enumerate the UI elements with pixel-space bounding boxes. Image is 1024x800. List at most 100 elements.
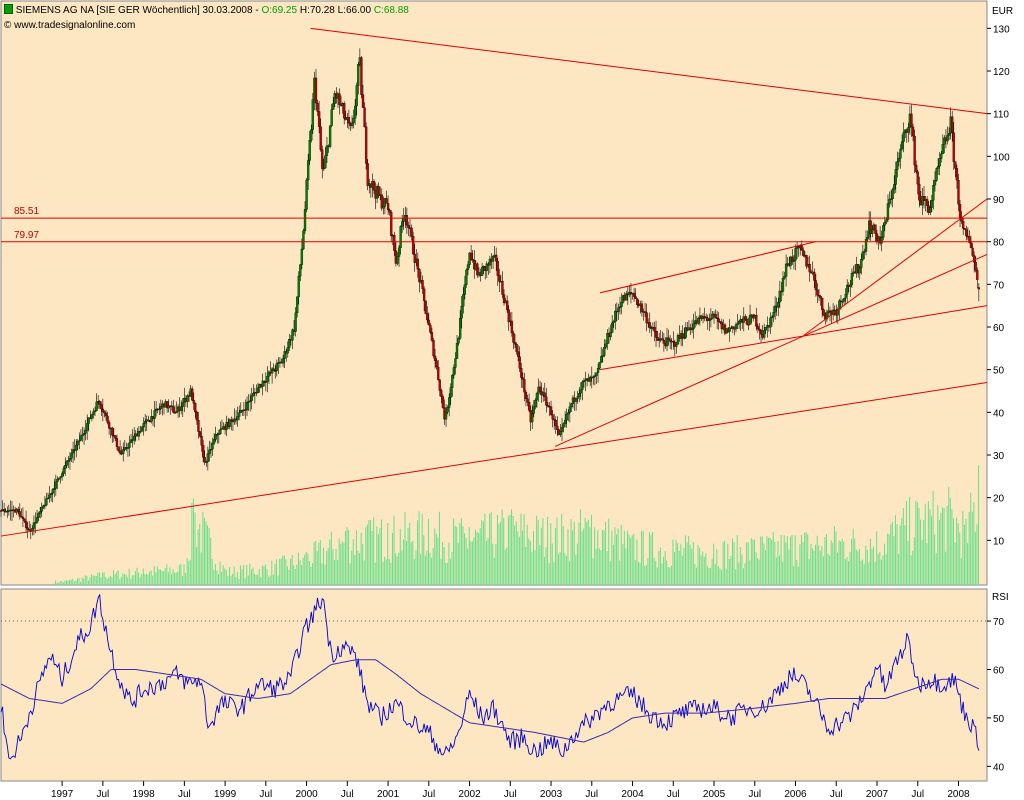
candle-body	[460, 306, 463, 319]
candle-body	[502, 294, 506, 304]
candle-body	[792, 260, 796, 262]
x-tick-label: 1999	[214, 789, 237, 800]
candle-body	[611, 322, 614, 333]
candle-body	[524, 392, 528, 399]
candle-body	[496, 261, 499, 276]
x-tick-label: Jul	[178, 789, 191, 800]
candle-body	[736, 323, 739, 325]
candle-body	[78, 440, 81, 442]
candle-body	[407, 224, 410, 228]
candle-body	[89, 417, 92, 419]
candle-body	[361, 94, 365, 108]
candle-body	[111, 427, 114, 436]
candle-body	[813, 271, 816, 281]
candle-body	[457, 338, 460, 344]
rsi-line	[0, 594, 980, 760]
candle-body	[238, 412, 241, 417]
candle-body	[932, 184, 935, 201]
candle-body	[192, 400, 195, 404]
candle-body	[969, 242, 973, 249]
price-tick-label: 40	[993, 408, 1005, 419]
candle-body	[534, 399, 537, 407]
candle-body	[347, 116, 351, 124]
candle-body	[772, 312, 775, 318]
candle-body	[850, 273, 854, 286]
candle-body	[734, 324, 738, 330]
candle-body	[532, 406, 535, 414]
candle-body	[620, 302, 623, 307]
candle-body	[667, 337, 670, 340]
candle-body	[488, 258, 492, 266]
price-tick-label: 10	[993, 536, 1005, 547]
x-tick-label: 2000	[295, 789, 318, 800]
candle-body	[24, 520, 28, 528]
candle-body	[256, 387, 260, 394]
candle-body	[531, 413, 534, 423]
candle-body	[247, 401, 250, 403]
candle-body	[784, 263, 788, 277]
candle-body	[744, 316, 747, 320]
candle-body	[589, 376, 592, 382]
candle-body	[506, 300, 509, 310]
candle-body	[805, 255, 808, 267]
series-color-icon	[4, 4, 13, 14]
candle-body	[527, 401, 531, 411]
candle-body	[764, 327, 767, 331]
candle-body	[869, 220, 872, 234]
candle-body	[907, 127, 910, 133]
candle-body	[372, 181, 376, 191]
candle-body	[958, 204, 962, 218]
candle-body	[819, 296, 822, 299]
candle-body	[181, 402, 184, 407]
candle-body	[507, 309, 510, 323]
candle-body	[2, 509, 6, 512]
rsi-label: RSI	[992, 592, 1009, 603]
candle-body	[601, 355, 604, 357]
candle-body	[343, 103, 346, 119]
candle-body	[103, 411, 106, 414]
candle-body	[452, 367, 456, 376]
candle-body	[614, 310, 617, 322]
price-unit-label: EUR	[992, 6, 1014, 17]
candle-body	[205, 461, 208, 463]
candle-body	[170, 405, 173, 407]
candle-body	[463, 284, 467, 295]
candle-body	[167, 405, 170, 409]
x-tick-label: 1998	[132, 789, 155, 800]
candle-body	[39, 511, 42, 514]
candle-body	[705, 316, 708, 319]
candle-body	[219, 429, 222, 434]
candle-body	[955, 168, 959, 181]
candle-body	[118, 450, 122, 454]
candle-body	[272, 368, 275, 371]
candle-body	[92, 411, 95, 415]
candle-body	[658, 339, 661, 341]
candle-body	[107, 422, 111, 429]
candle-body	[676, 334, 680, 345]
candle-body	[350, 122, 354, 126]
candle-body	[891, 189, 894, 199]
candle-body	[888, 198, 891, 204]
candle-body	[437, 366, 440, 380]
candle-body	[158, 408, 161, 411]
candle-body	[668, 339, 672, 342]
candle-body	[632, 292, 636, 297]
candle-body	[20, 516, 23, 518]
candle-body	[217, 433, 220, 435]
candle-body	[275, 363, 278, 371]
trendline	[310, 27, 988, 115]
candle-body	[43, 504, 47, 507]
candle-body	[480, 267, 484, 276]
candle-body	[933, 180, 937, 186]
candle-body	[777, 301, 780, 308]
candle-body	[245, 401, 249, 410]
candle-body	[421, 280, 424, 289]
candle-body	[899, 148, 902, 159]
candle-body	[306, 160, 310, 181]
candle-body	[656, 337, 659, 341]
trendline	[554, 254, 988, 447]
candle-body	[187, 395, 191, 397]
candle-body	[758, 328, 761, 331]
volume-bars	[53, 465, 980, 585]
candle-body	[220, 428, 224, 430]
